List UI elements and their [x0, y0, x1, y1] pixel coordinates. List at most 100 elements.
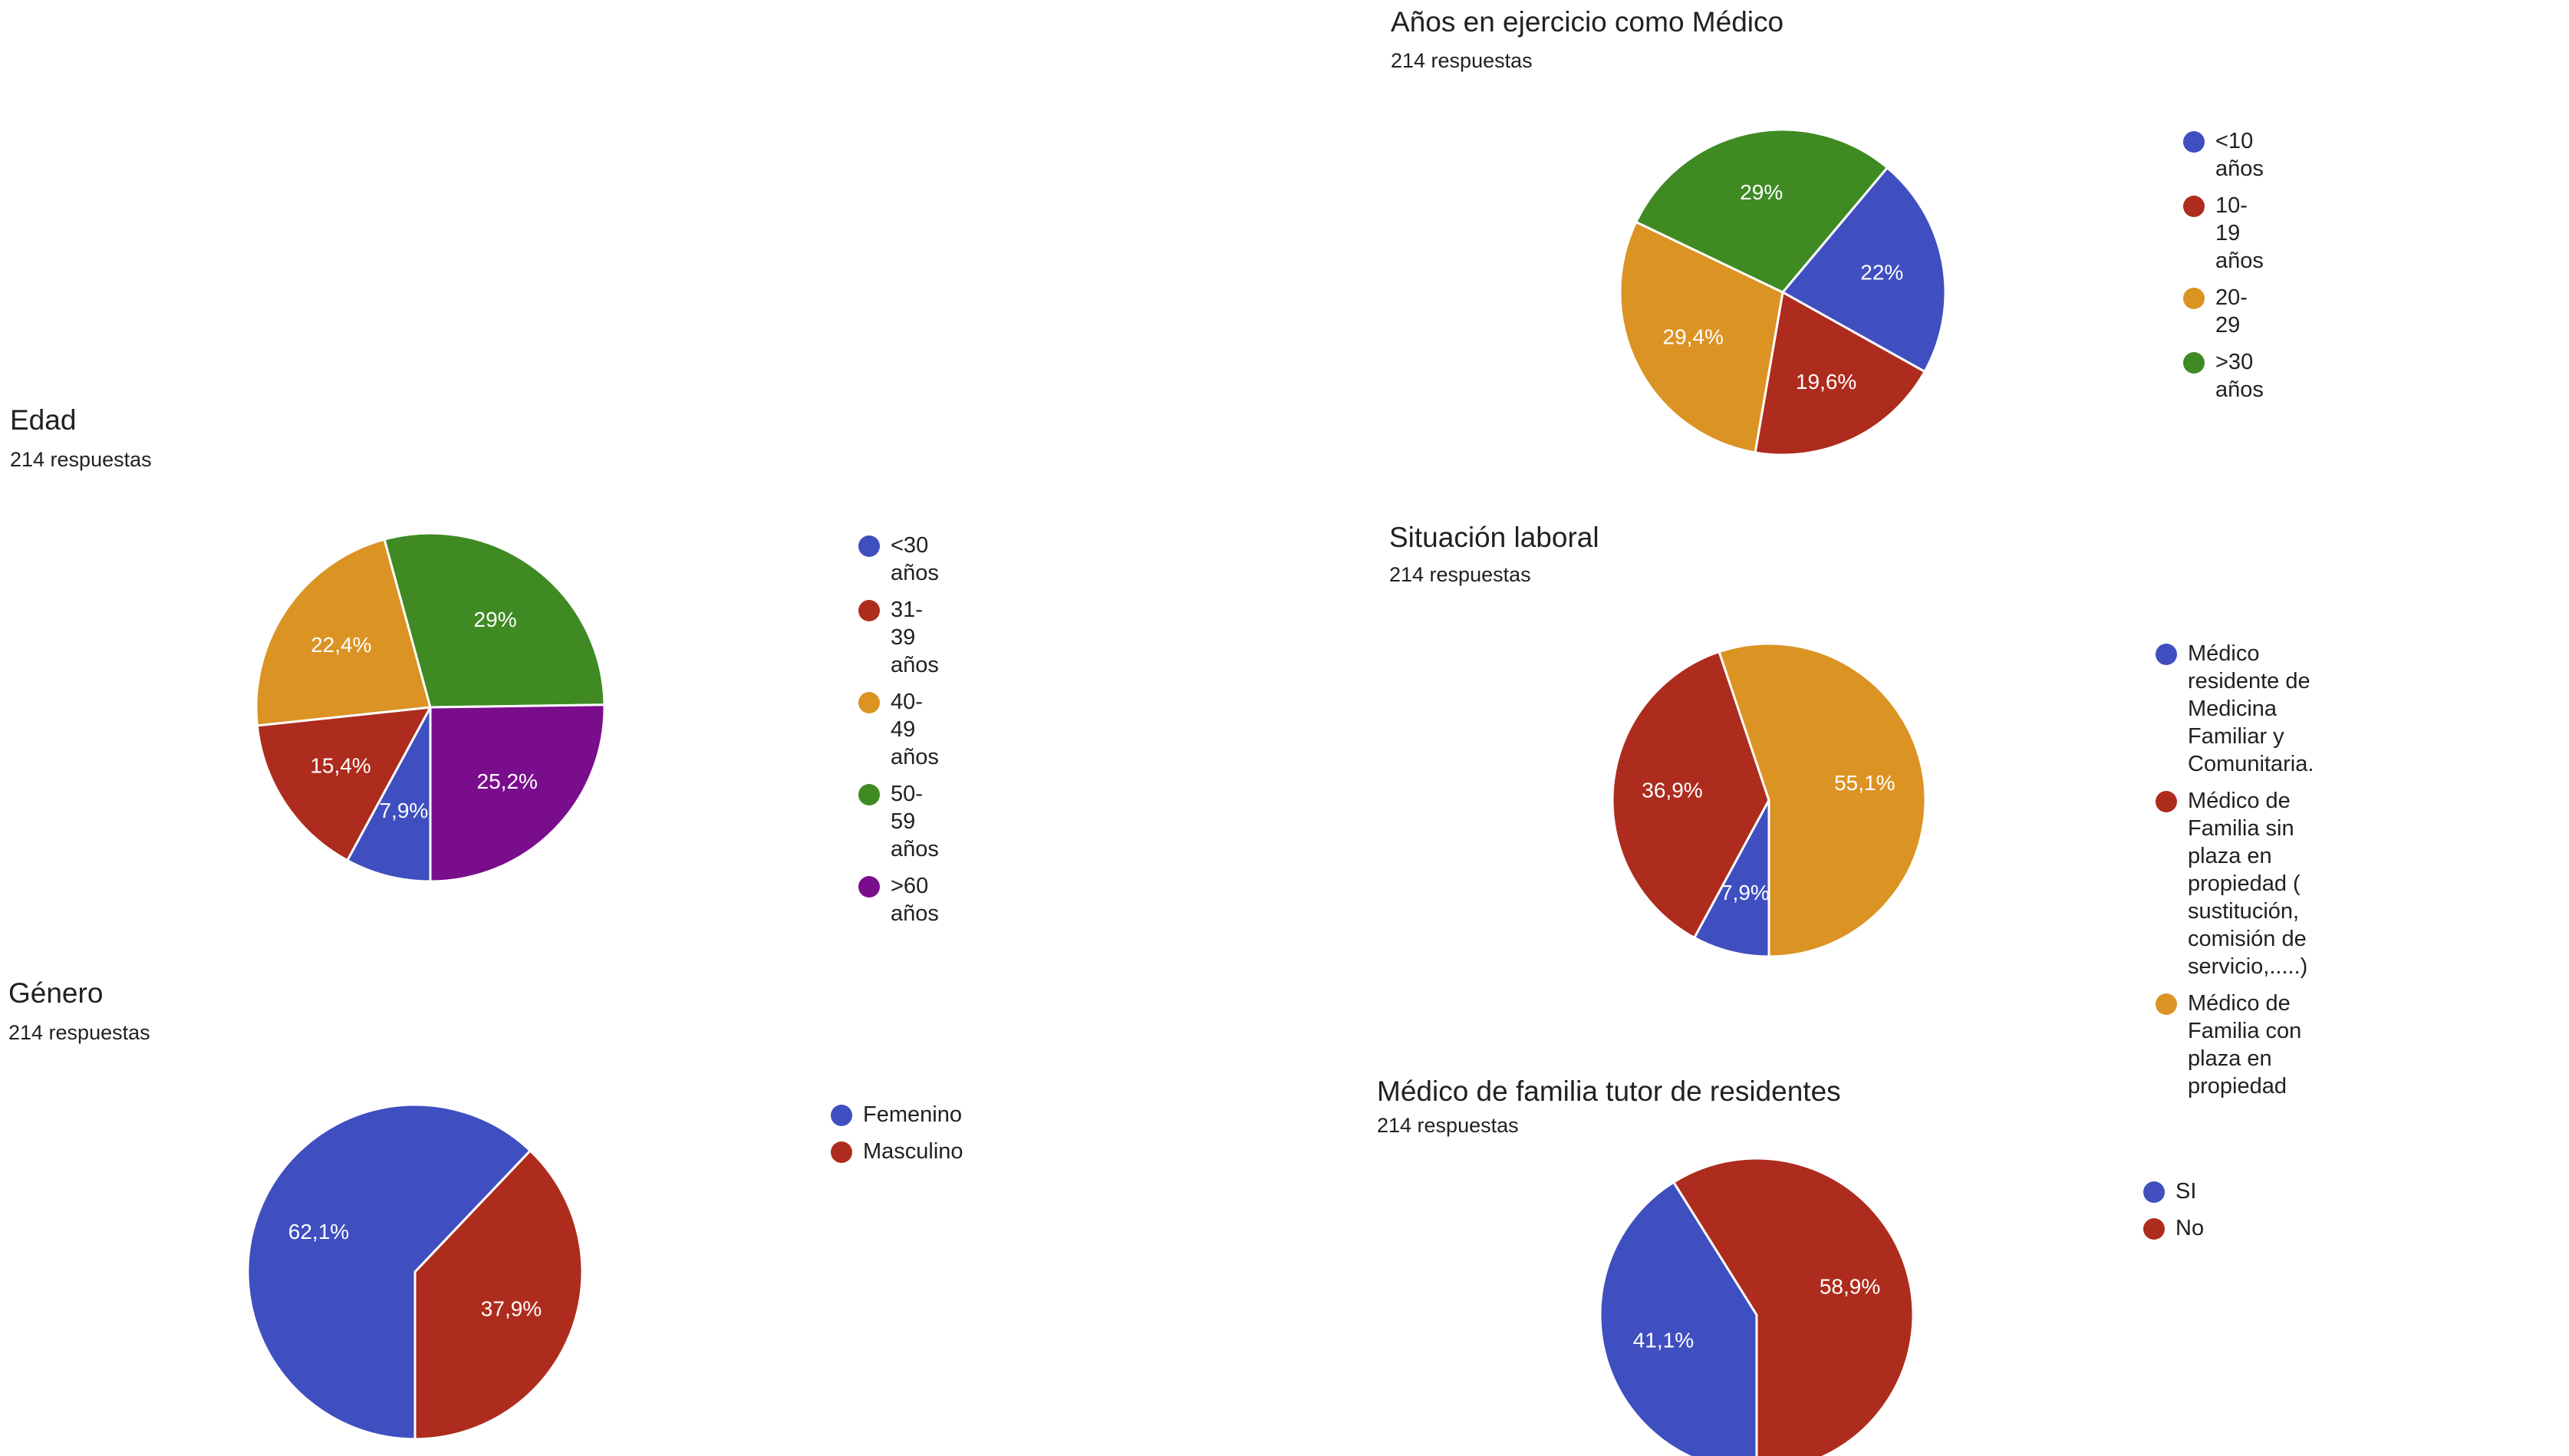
slice-label-m-dico-de-familia-sin-plaza-en-propiedad-sustituci-n-comisi-n-de-servicio: 36,9% [1642, 778, 1702, 802]
chart-legend: <30 años 31-39 años 40-49 años 50-59 años >6… [858, 532, 939, 937]
pie-slice-si [1599, 1181, 1758, 1456]
chart-subtitle: 214 respuestas [10, 448, 152, 471]
legend-item-femenino: Femenino [831, 1101, 963, 1128]
chart-subtitle: 214 respuestas [8, 1021, 150, 1044]
legend-swatch [831, 1141, 852, 1163]
legend-item-masculino: Masculino [831, 1138, 963, 1165]
legend-swatch [2143, 1181, 2165, 1203]
legend-label: servicio,.....) [2188, 954, 2308, 979]
legend-swatch [858, 692, 880, 713]
legend-swatch [2183, 131, 2205, 153]
chart-subtitle: 214 respuestas [1391, 49, 1533, 72]
legend-label: 31-39 años [891, 598, 939, 677]
legend-swatch [2183, 352, 2205, 374]
legend-label: 10-19 años [2215, 193, 2264, 273]
pie-slice-40-49-a-os [255, 538, 432, 727]
pie-slice-m-dico-de-familia-sin-plaza-en-propiedad-sustituci-n-comisi-n-de-servicio [1611, 650, 1770, 940]
pie-slice-femenino [246, 1103, 532, 1441]
legend-item-60-a-os: >60 años [858, 872, 939, 927]
pie-slice-60-a-os [429, 703, 606, 883]
legend-label: propiedad ( sustitución, comisión de [2188, 871, 2307, 951]
slice-label-masculino: 37,9% [481, 1297, 542, 1321]
pie-slice-no [1671, 1157, 1915, 1456]
legend-item-40-49-a-os: 40-49 años [858, 688, 939, 771]
chart-subtitle: 214 respuestas [1377, 1114, 1519, 1137]
legend-label: 50-59 años [891, 782, 939, 861]
legend-item-30-a-os: <30 años [858, 532, 939, 587]
legend-swatch [2156, 993, 2177, 1015]
legend-item-31-39-a-os: 31-39 años [858, 596, 939, 679]
chart-title: Género [8, 977, 104, 1009]
slice-label-si: 41,1% [1633, 1328, 1694, 1352]
legend-swatch [858, 600, 880, 621]
legend-label: 40-49 años [891, 690, 939, 769]
legend-item-no: No [2143, 1214, 2204, 1242]
legend-item-si: SI [2143, 1178, 2204, 1205]
legend-item-m-dico-residente-de-medicina-familiar-y-comunitaria: Médico residente de Medicina Familiar y C… [2156, 640, 2314, 778]
legend-swatch [2183, 196, 2205, 217]
pie-slice-masculino [413, 1148, 584, 1441]
chart-title: Edad [10, 404, 77, 436]
legend-label: No [2175, 1216, 2205, 1240]
legend-label: Masculino [863, 1139, 963, 1164]
legend-label: >60 años [891, 874, 939, 926]
pie-slice-30-a-os [1634, 128, 1889, 294]
legend-item-m-dico-de-familia-sin-plaza-en-propiedad-sustituci-n-comisi-n-de-servicio: Médico de Familia sin plaza en propiedad … [2156, 787, 2314, 980]
legend-label: >30 años [2215, 350, 2264, 402]
legend-label: Médico de Familia sin plaza en [2188, 789, 2294, 868]
legend-swatch [2156, 791, 2177, 812]
chart-title: Situación laboral [1389, 522, 1599, 553]
legend-item-20-29: 20-29 [2183, 284, 2264, 339]
slice-label-10-19-a-os: 19,6% [1796, 370, 1856, 394]
legend-label: Médico residente de Medicina Familiar y [2188, 641, 2310, 749]
slice-label-40-49-a-os: 22,4% [311, 633, 371, 657]
legend-label: propiedad [2188, 1074, 2287, 1099]
slice-label-femenino: 62,1% [288, 1220, 349, 1244]
legend-item-m-dico-de-familia-con-plaza-en-propiedad: Médico de Familia con plaza en propiedad [2156, 990, 2314, 1100]
pie-slice-10-19-a-os [1754, 290, 1927, 456]
legend-swatch [2143, 1218, 2165, 1240]
slice-label-31-39-a-os: 15,4% [310, 754, 371, 778]
slice-label-20-29: 29,4% [1663, 325, 1724, 349]
slice-label-60-a-os: 25,2% [477, 769, 538, 793]
slice-label-30-a-os: 7,9% [379, 799, 428, 822]
legend-swatch [2183, 288, 2205, 309]
slice-label-m-dico-residente-de-medicina-familiar-y-comunitaria: 7,9% [1721, 881, 1770, 904]
pie-slice-50-59-a-os [383, 532, 606, 709]
legend-swatch [858, 784, 880, 805]
chart-title: Años en ejercicio como Médico [1391, 6, 1784, 38]
legend-label: <30 años [891, 533, 939, 585]
chart-legend: <10 años 10-19 años 20-29 >30 años [2183, 127, 2264, 413]
pie-slice-10-a-os [1780, 166, 1947, 374]
legend-swatch [2156, 644, 2177, 665]
chart-legend: Femenino Masculino [831, 1101, 963, 1174]
legend-label: Comunitaria. [2188, 752, 2314, 776]
legend-swatch [858, 876, 880, 898]
pie-slice-m-dico-de-familia-con-plaza-en-propiedad [1718, 642, 1927, 958]
legend-label: 20-29 [2215, 285, 2248, 338]
slice-label-m-dico-de-familia-con-plaza-en-propiedad: 55,1% [1834, 771, 1895, 795]
slice-label-no: 58,9% [1820, 1274, 1880, 1298]
legend-label: Médico de Familia con plaza en [2188, 991, 2302, 1071]
chart-subtitle: 214 respuestas [1389, 563, 1531, 586]
legend-label: Femenino [863, 1102, 962, 1127]
legend-item-50-59-a-os: 50-59 años [858, 780, 939, 863]
chart-legend: Médico residente de Medicina Familiar y C… [2156, 640, 2314, 1109]
legend-item-10-a-os: <10 años [2183, 127, 2264, 183]
slice-label-50-59-a-os: 29% [474, 608, 517, 631]
legend-item-10-19-a-os: 10-19 años [2183, 192, 2264, 275]
slice-label-30-a-os: 29% [1740, 180, 1783, 204]
pie-slice-30-a-os [345, 707, 432, 883]
legend-label: SI [2175, 1179, 2197, 1204]
pie-slice-m-dico-residente-de-medicina-familiar-y-comunitaria [1692, 799, 1770, 958]
chart-legend: SI No [2143, 1178, 2204, 1251]
legend-item-30-a-os: >30 años [2183, 348, 2264, 404]
legend-swatch [831, 1105, 852, 1126]
slice-label-10-a-os: 22% [1860, 261, 1903, 285]
legend-swatch [858, 535, 880, 557]
